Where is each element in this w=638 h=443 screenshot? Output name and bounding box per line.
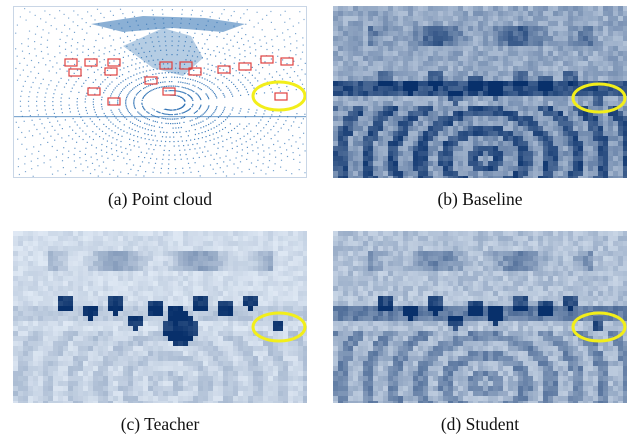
caption-point-cloud: (a) Point cloud (107, 189, 212, 209)
caption-teacher: (c) Teacher (120, 414, 200, 434)
point-cloud-line (13, 116, 307, 118)
highlight-ellipse (571, 82, 627, 114)
point-cloud-image (13, 6, 307, 178)
object-box (260, 55, 274, 64)
object-box (144, 76, 158, 85)
panel-point-cloud (13, 6, 307, 178)
object-box (274, 92, 288, 101)
highlight-ellipse (251, 311, 307, 343)
panel-student (333, 231, 627, 403)
caption-baseline: (b) Baseline (437, 189, 523, 209)
object-box (159, 61, 173, 70)
object-box (162, 87, 176, 96)
panel-baseline (333, 6, 627, 178)
heatmap-cells (13, 231, 307, 403)
baseline-heatmap (333, 6, 627, 178)
point-cloud-structure (91, 16, 245, 32)
heatmap-cells (333, 6, 627, 178)
object-box (217, 65, 231, 74)
highlight-ellipse (571, 311, 627, 343)
object-box (104, 67, 118, 76)
point-cloud-structure (123, 28, 203, 76)
panel-border (13, 6, 307, 178)
object-box (238, 62, 252, 71)
object-box (179, 61, 193, 70)
teacher-heatmap (13, 231, 307, 403)
object-box (107, 58, 121, 67)
point-cloud-ego (147, 90, 171, 110)
object-box (87, 87, 101, 96)
panel-teacher (13, 231, 307, 403)
object-box (64, 58, 78, 67)
heatmap-cells (333, 231, 627, 403)
object-box (280, 57, 294, 66)
object-box (68, 68, 82, 77)
object-box (188, 67, 202, 76)
caption-student: (d) Student (440, 414, 520, 434)
object-box (84, 58, 98, 67)
object-box (107, 97, 121, 106)
student-heatmap (333, 231, 627, 403)
highlight-ellipse (251, 80, 307, 112)
